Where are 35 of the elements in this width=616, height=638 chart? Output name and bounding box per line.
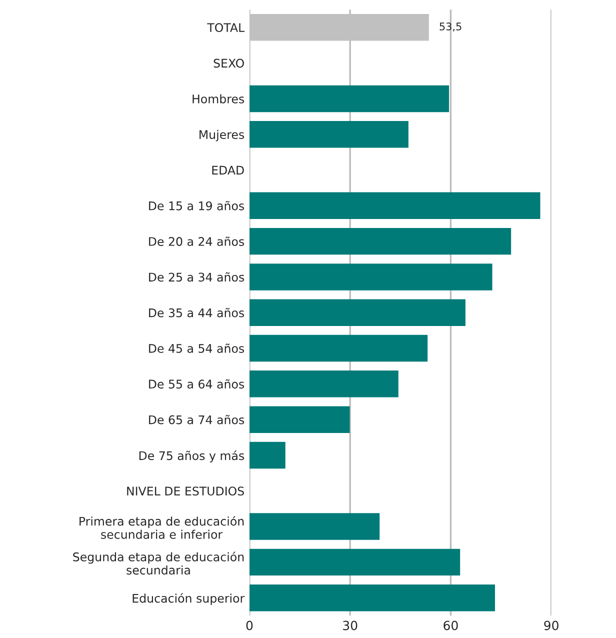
y-tick-label: De 55 a 64 años (149, 379, 244, 389)
y-tick-label: NIVEL DE ESTUDIOS (127, 486, 244, 496)
bar (249, 513, 380, 540)
bar (249, 192, 540, 220)
x-tick-label: 90 (544, 620, 558, 630)
y-tick-label: De 75 años y más (139, 450, 244, 462)
bar (249, 85, 450, 112)
y-tick-label: TOTAL (207, 23, 245, 32)
y-tick-label: De 15 a 19 años (149, 200, 244, 210)
y-tick-label: Mujeres (200, 130, 244, 142)
bar (249, 370, 398, 398)
y-tick-label: De 65 a 74 años (149, 414, 244, 424)
bar (249, 120, 408, 148)
y-tick-label: Segunda etapa de educación secundaria (73, 552, 244, 575)
y-tick-label: SEXO (214, 58, 244, 68)
bar (249, 584, 495, 612)
bar (249, 442, 286, 469)
y-tick-label: EDAD (212, 166, 244, 174)
x-tick-label: 30 (343, 620, 358, 630)
y-tick-label: De 45 a 54 años (149, 344, 244, 353)
bar (249, 264, 492, 290)
bar (249, 406, 350, 433)
y-tick-label: Primera etapa de educación secundaria e inferior (80, 516, 244, 539)
y-tick-label: Educación superior (132, 593, 245, 606)
bar (249, 299, 466, 326)
bar (249, 334, 428, 362)
bar (249, 548, 460, 576)
y-tick-label: De 35 a 44 años (149, 308, 244, 318)
bar (249, 228, 512, 255)
data-label: 53,5 (440, 22, 462, 32)
y-tick-label: De 20 a 24 años (149, 236, 244, 246)
y-tick-label: Hombres (192, 94, 244, 104)
y-tick-label: De 25 a 34 años (149, 272, 244, 282)
x-tick-label: 0 (246, 620, 253, 630)
x-tick-label: 60 (444, 620, 458, 630)
